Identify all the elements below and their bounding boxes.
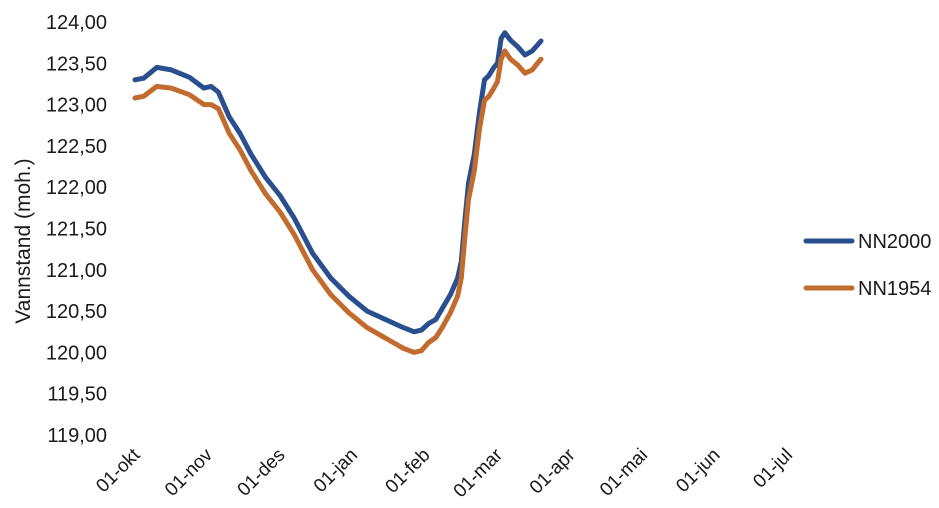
- x-tick-label: 01-okt: [92, 444, 145, 497]
- y-tick-label: 121,00: [46, 260, 107, 282]
- x-tick-label: 01-feb: [382, 445, 435, 498]
- x-tick-label: 01-mar: [450, 444, 508, 502]
- y-tick-label: 122,00: [46, 177, 107, 199]
- series-lines: [132, 30, 544, 355]
- x-tick-label: 01-jul: [749, 445, 797, 493]
- series-line-nn2000: [132, 30, 544, 335]
- legend-label-nn2000: NN2000: [858, 231, 931, 253]
- x-tick-labels: 01-okt 01-nov 01-des 01-jan 01-feb 01-mar 01-a…: [92, 444, 797, 502]
- y-tick-label: 124,00: [46, 12, 107, 34]
- y-tick-label: 120,50: [46, 301, 107, 323]
- y-axis-title: Vannstand (moh.): [12, 158, 35, 323]
- y-tick-label: 123,00: [46, 95, 107, 117]
- y-tick-label: 119,00: [47, 425, 107, 447]
- legend[interactable]: NN2000 NN1954: [803, 231, 931, 300]
- y-tick-label: 120,00: [46, 342, 107, 364]
- x-tick-label: 01-des: [234, 445, 290, 501]
- legend-label-nn1954: NN1954: [858, 278, 931, 300]
- series-line-nn1954: [132, 48, 544, 355]
- y-tick-label: 123,50: [46, 53, 107, 75]
- y-tick-label: 119,50: [47, 384, 107, 406]
- x-tick-label: 01-apr: [526, 444, 580, 498]
- y-tick-label: 121,50: [46, 219, 107, 241]
- y-tick-labels: 119,00 119,50 120,00 120,50 121,00 121,50 122,…: [46, 12, 107, 447]
- y-tick-label: 122,50: [46, 136, 107, 158]
- x-tick-label: 01-mai: [596, 445, 652, 501]
- x-tick-label: 01-nov: [161, 444, 217, 500]
- x-tick-label: 01-jan: [310, 445, 362, 497]
- x-tick-label: 01-jun: [672, 445, 724, 497]
